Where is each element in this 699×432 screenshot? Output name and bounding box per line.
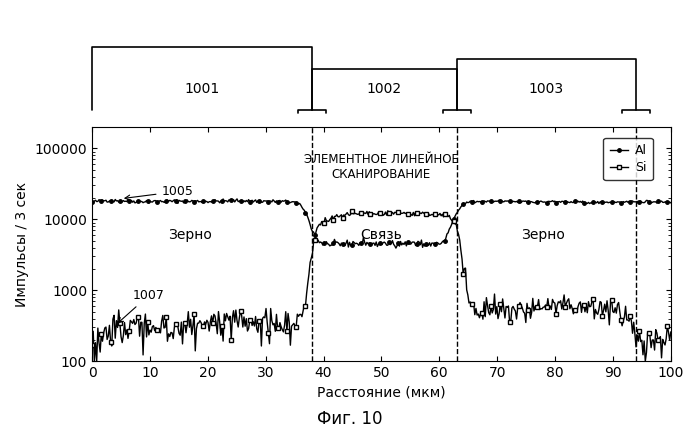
Si bbox=[384, 208, 392, 213]
Text: 1007: 1007 bbox=[118, 289, 164, 323]
Text: 1002: 1002 bbox=[367, 83, 402, 96]
Si bbox=[368, 214, 376, 219]
Al bbox=[233, 196, 241, 201]
Text: Зерно: Зерно bbox=[168, 228, 212, 242]
Si bbox=[364, 212, 373, 217]
Al bbox=[667, 200, 675, 206]
X-axis label: Расстояние (мкм): Расстояние (мкм) bbox=[317, 386, 446, 400]
Text: Фиг. 10: Фиг. 10 bbox=[317, 410, 382, 428]
Al bbox=[403, 240, 412, 245]
Text: Зерно: Зерно bbox=[521, 228, 565, 242]
Al bbox=[435, 241, 443, 247]
Si bbox=[435, 212, 443, 217]
Si bbox=[667, 330, 675, 335]
Si bbox=[565, 296, 573, 302]
Si bbox=[90, 359, 99, 364]
Line: Si: Si bbox=[90, 209, 673, 363]
Legend: Al, Si: Al, Si bbox=[603, 138, 653, 180]
Y-axis label: Импульсы / 3 сек: Импульсы / 3 сек bbox=[15, 181, 29, 307]
Text: Связь: Связь bbox=[361, 228, 403, 242]
Al bbox=[368, 242, 376, 247]
Text: 1005: 1005 bbox=[125, 185, 194, 200]
Al bbox=[364, 241, 373, 246]
Si bbox=[655, 336, 663, 341]
Al bbox=[88, 199, 96, 204]
Text: 1001: 1001 bbox=[185, 83, 219, 96]
Al bbox=[391, 245, 400, 251]
Text: ЭЛЕМЕНТНОЕ ЛИНЕЙНОЕ
СКАНИРОВАНИЕ: ЭЛЕМЕНТНОЕ ЛИНЕЙНОЕ СКАНИРОВАНИЕ bbox=[304, 153, 459, 181]
Line: Al: Al bbox=[90, 197, 672, 250]
Si bbox=[88, 343, 96, 348]
Text: 1003: 1003 bbox=[529, 83, 564, 96]
Al bbox=[565, 200, 573, 205]
Al bbox=[655, 200, 663, 205]
Si bbox=[403, 211, 412, 216]
